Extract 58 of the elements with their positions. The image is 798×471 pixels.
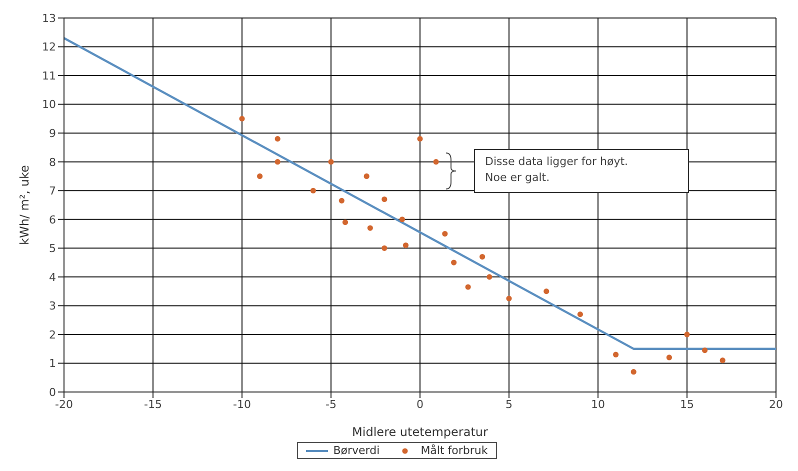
point [310,188,316,194]
point [342,219,348,226]
x-tick-label: 0 [416,398,424,411]
point [382,245,388,251]
x-tick-label: 10 [591,398,605,411]
x-tick-label: -10 [233,398,251,411]
x-tick-label: -20 [55,398,73,411]
note-box: Disse data ligger for høyt. Noe er galt. [474,149,690,193]
x-tick-label: 5 [506,398,512,411]
y-tick-label: 3 [49,300,56,313]
point [239,116,245,122]
point [666,354,672,360]
point [433,159,439,165]
point [417,136,423,142]
x-tick-label: -5 [326,398,336,411]
point [486,274,492,280]
point [274,136,280,142]
y-tick-label: 10 [42,98,56,112]
point [577,312,583,318]
point [544,288,550,294]
y-axis-title: kWh/ m², uke [17,165,32,245]
point [367,225,373,231]
y-tick-label: 11 [42,69,56,82]
point [630,369,636,375]
point [720,358,726,364]
point [257,173,263,180]
y-tick-label: 8 [49,156,56,169]
x-axis-title: Midlere utetemperatur [352,425,488,439]
y-tick-label: 6 [49,213,56,226]
point [402,242,409,248]
y-tick-label: 1 [49,357,56,370]
point [274,159,280,165]
x-tick-label: -15 [144,398,162,411]
point [442,230,448,237]
point [399,216,405,222]
point [451,260,457,266]
point [338,198,344,204]
y-tick-label: 2 [49,328,56,342]
y-tick-label: 0 [49,386,56,399]
y-tick-label: 5 [49,242,56,256]
point [684,332,690,338]
point [328,159,334,165]
x-tick-label: 20 [769,398,783,411]
point [382,196,388,202]
y-tick-label: 12 [42,40,56,54]
y-tick-label: 7 [49,184,56,198]
point [465,284,471,290]
point [506,296,512,302]
legend-label: Målt forbruk [420,444,488,457]
point [702,347,708,354]
point [364,173,370,180]
point [613,352,619,358]
point [480,254,486,260]
y-tick-label: 9 [49,126,56,140]
y-tick-label: 4 [49,270,56,284]
y-tick-label: 13 [42,12,56,25]
x-tick-label: 15 [680,398,694,411]
legend-label: Børverdi [333,444,380,457]
